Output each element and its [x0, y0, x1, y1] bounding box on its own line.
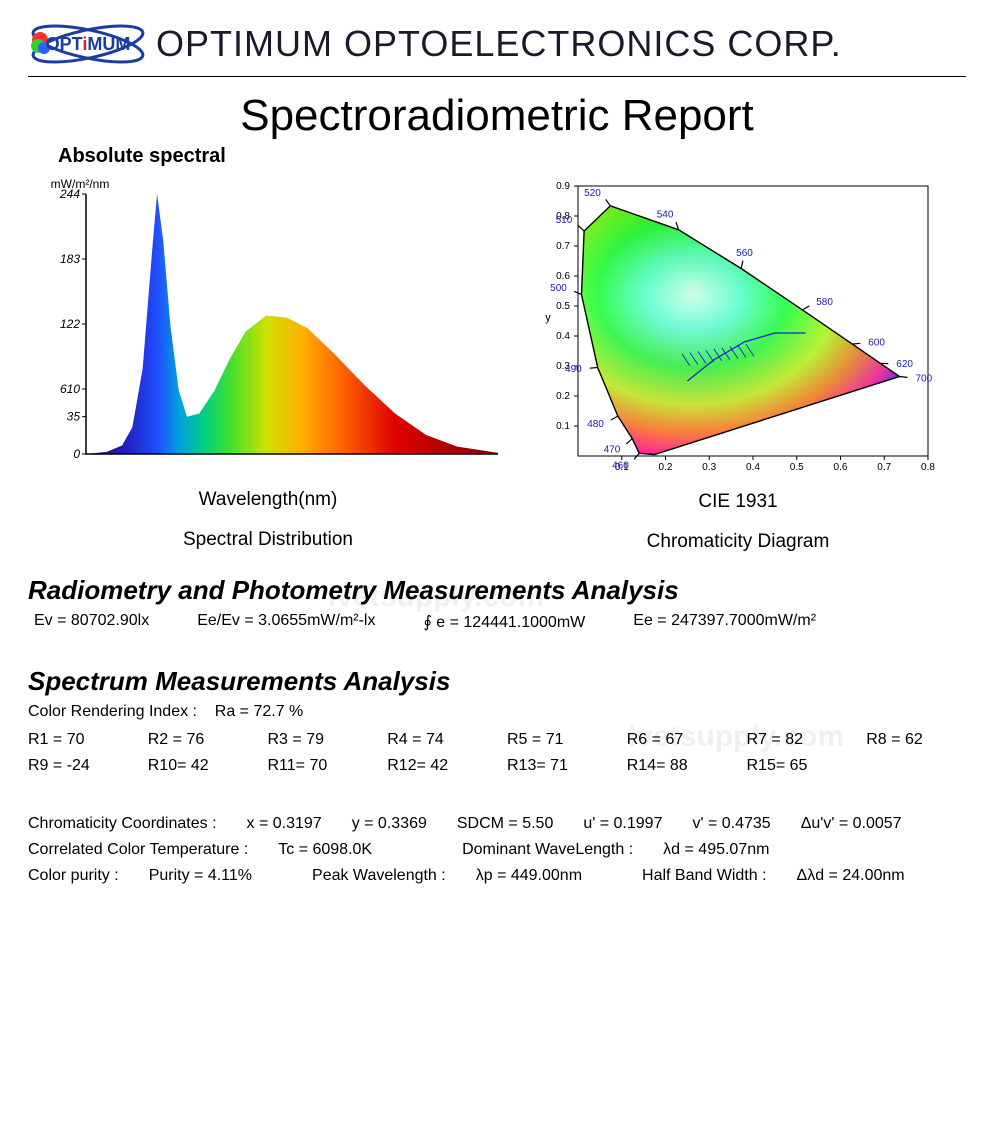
svg-text:35: 35: [67, 410, 81, 424]
spectral-x-caption: Wavelength(nm): [28, 489, 508, 511]
chroma-duv: Δu'v' = 0.0057: [801, 815, 902, 833]
radiometry-phie: ∮ e = 124441.1000mW: [423, 612, 585, 632]
company-logo: OPTiMUM: [28, 20, 148, 68]
svg-text:183: 183: [60, 252, 80, 266]
cie-chart: 0.10.20.30.40.50.60.70.80.10.20.30.40.50…: [528, 176, 948, 553]
svg-text:490: 490: [565, 364, 582, 375]
cri-r10: R10= 42: [148, 757, 248, 775]
cri-r8: R8 = 62: [866, 731, 966, 749]
cri-r-values-grid: R1 = 70 R2 = 76 R3 = 79 R4 = 74 R5 = 71 R6 = …: [28, 731, 966, 775]
svg-text:460: 460: [612, 460, 629, 471]
svg-text:0.7: 0.7: [556, 241, 570, 252]
svg-text:x: x: [750, 473, 756, 476]
logo-text-b: MUM: [87, 34, 130, 54]
cct-label: Correlated Color Temperature :: [28, 841, 248, 859]
peak-wavelength: λp = 449.00nm: [476, 867, 582, 885]
cri-r15: R15= 65: [747, 757, 847, 775]
svg-text:0.2: 0.2: [556, 391, 570, 402]
svg-text:620: 620: [896, 359, 913, 370]
logo-text-a: OPT: [46, 34, 83, 54]
svg-text:0.6: 0.6: [556, 271, 570, 282]
radiometry-eeev: Ee/Ev = 3.0655mW/m²-lx: [197, 612, 375, 632]
svg-text:560: 560: [736, 248, 753, 259]
svg-text:0: 0: [73, 447, 80, 461]
cri-r11: R11= 70: [268, 757, 368, 775]
company-name: OPTIMUM OPTOELECTRONICS CORP.: [156, 23, 842, 65]
cri-r1: R1 = 70: [28, 731, 128, 749]
absolute-spectral-label: Absolute spectral: [58, 145, 966, 168]
radiometry-values-row: Ev = 80702.90lx Ee/Ev = 3.0655mW/m²-lx ∮…: [34, 612, 966, 632]
svg-text:540: 540: [657, 210, 674, 221]
cie-caption: CIE 1931: [528, 491, 948, 513]
halfband-label: Half Band Width :: [642, 867, 767, 885]
chroma-x: x = 0.3197: [247, 815, 322, 833]
chroma-v: v' = 0.4735: [692, 815, 770, 833]
purity-label: Color purity :: [28, 867, 119, 885]
radiometry-ee: Ee = 247397.7000mW/m²: [633, 612, 816, 632]
cri-r5: R5 = 71: [507, 731, 607, 749]
cri-r13: R13= 71: [507, 757, 607, 775]
chroma-sdcm: SDCM = 5.50: [457, 815, 553, 833]
dom-wavelength-label: Dominant WaveLength :: [462, 841, 633, 859]
chroma-u: u' = 0.1997: [583, 815, 662, 833]
svg-text:0.4: 0.4: [746, 462, 760, 473]
svg-text:600: 600: [868, 338, 885, 349]
svg-text:0.5: 0.5: [790, 462, 804, 473]
cri-ra: Ra = 72.7 %: [215, 703, 304, 720]
purity-val: Purity = 4.11%: [149, 867, 252, 885]
svg-text:500: 500: [550, 283, 567, 294]
cri-r9: R9 = -24: [28, 757, 128, 775]
svg-text:0.1: 0.1: [556, 421, 570, 432]
chroma-label: Chromaticity Coordinates :: [28, 815, 217, 833]
svg-text:0.3: 0.3: [702, 462, 716, 473]
svg-text:0.5: 0.5: [556, 301, 570, 312]
svg-text:mW/m²/nm: mW/m²/nm: [51, 177, 110, 191]
svg-text:122: 122: [60, 317, 80, 331]
radiometry-ev: Ev = 80702.90lx: [34, 612, 149, 632]
spectrum-section-title: Spectrum Measurements Analysis: [28, 666, 966, 697]
cri-r4: R4 = 74: [387, 731, 487, 749]
cie-panel-caption: Chromaticity Diagram: [528, 531, 948, 553]
cri-r12: R12= 42: [387, 757, 487, 775]
chroma-y: y = 0.3369: [352, 815, 427, 833]
peak-wavelength-label: Peak Wavelength :: [312, 867, 446, 885]
cri-r2: R2 = 76: [148, 731, 248, 749]
cri-r6: R6 = 67: [627, 731, 727, 749]
report-title: Spectroradiometric Report: [28, 91, 966, 141]
radiometry-section-title: Radiometry and Photometry Measurements A…: [28, 575, 966, 606]
svg-text:0.7: 0.7: [877, 462, 891, 473]
svg-text:y: y: [545, 312, 551, 324]
dom-wavelength: λd = 495.07nm: [663, 841, 769, 859]
page-header: OPTiMUM OPTIMUM OPTOELECTRONICS CORP.: [28, 20, 966, 77]
svg-text:480: 480: [587, 419, 604, 430]
svg-text:0.2: 0.2: [659, 462, 673, 473]
cri-label: Color Rendering Index :: [28, 703, 197, 720]
svg-text:0.4: 0.4: [556, 331, 570, 342]
spectral-chart: 035610122183244mW/m²/nm Wavelength(nm) S…: [28, 174, 508, 551]
svg-text:610: 610: [60, 382, 80, 396]
svg-text:0.8: 0.8: [921, 462, 935, 473]
svg-text:470: 470: [604, 444, 621, 455]
svg-text:510: 510: [556, 215, 573, 226]
svg-text:580: 580: [816, 297, 833, 308]
cri-r14: R14= 88: [627, 757, 727, 775]
spectral-panel-caption: Spectral Distribution: [28, 529, 508, 551]
svg-text:520: 520: [584, 188, 601, 199]
svg-text:0.6: 0.6: [834, 462, 848, 473]
cct-tc: Tc = 6098.0K: [278, 841, 372, 859]
svg-text:0.9: 0.9: [556, 181, 570, 192]
svg-text:700: 700: [915, 373, 932, 384]
cri-r3: R3 = 79: [268, 731, 368, 749]
halfband: Δλd = 24.00nm: [797, 867, 905, 885]
cri-r7: R7 = 82: [747, 731, 847, 749]
